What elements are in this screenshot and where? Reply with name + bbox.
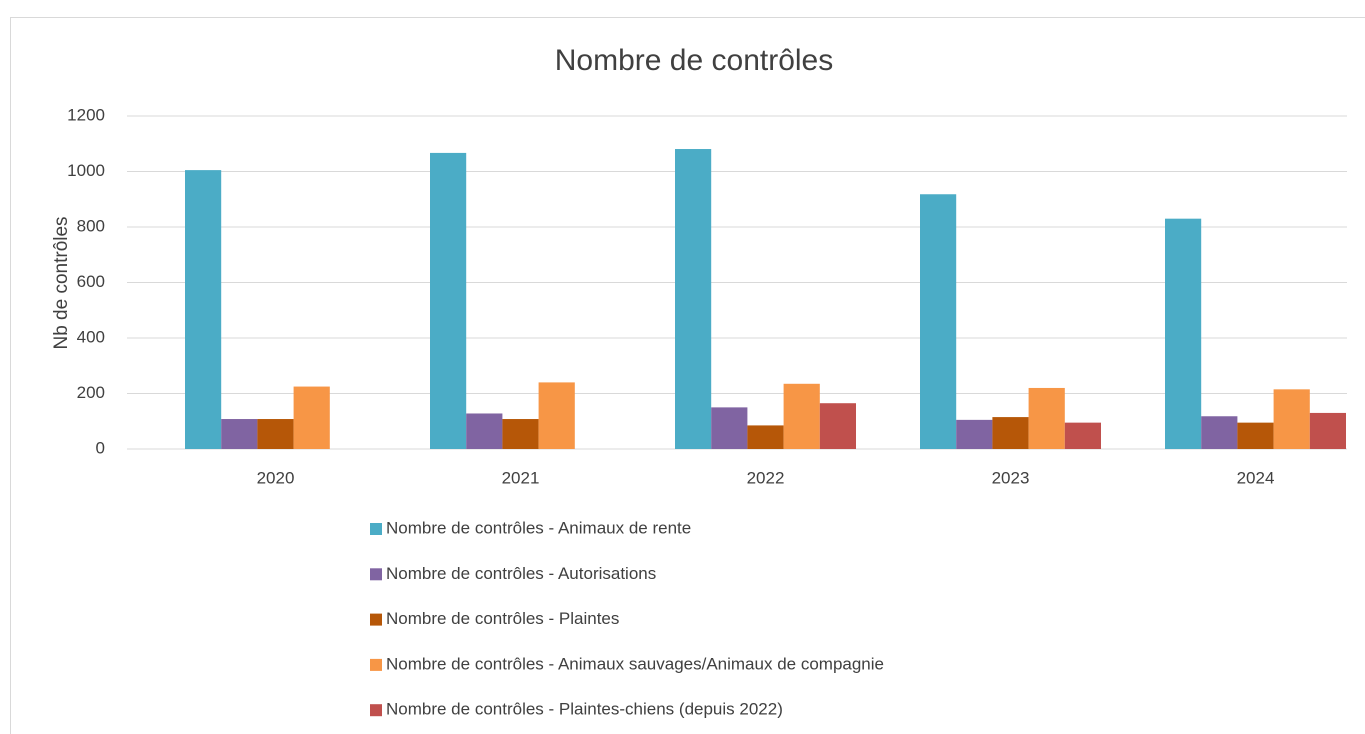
y-axis-label: Nb de contrôles	[51, 216, 72, 349]
legend-swatch	[370, 704, 382, 717]
bar	[1273, 389, 1310, 449]
bar	[675, 149, 712, 449]
x-tick-label: 2023	[992, 468, 1030, 487]
bar	[1064, 422, 1101, 449]
x-tick-label: 2021	[502, 468, 540, 487]
y-tick-label: 800	[77, 216, 105, 235]
chart-frame	[10, 17, 1365, 734]
y-tick-label: 400	[77, 327, 105, 346]
legend-label: Nombre de contrôles - Plaintes-chiens (d…	[386, 700, 783, 719]
bar	[466, 413, 503, 449]
legend-swatch	[370, 523, 382, 535]
x-tick-label: 2020	[257, 468, 295, 487]
bar	[711, 407, 748, 449]
bar	[1309, 412, 1346, 449]
bar	[257, 419, 294, 449]
legend-swatch	[370, 658, 382, 671]
bar	[920, 194, 957, 449]
x-tick-label: 2024	[1237, 468, 1275, 487]
bar	[1028, 387, 1065, 449]
legend-swatch	[370, 613, 382, 626]
y-tick-label: 1000	[67, 161, 105, 180]
bar	[819, 403, 856, 449]
bar	[293, 386, 330, 449]
bar	[538, 382, 575, 449]
bar	[1237, 422, 1274, 449]
chart-title: Nombre de contrôles	[555, 44, 833, 77]
bar	[185, 170, 222, 450]
y-tick-label: 200	[77, 383, 105, 402]
y-tick-label: 600	[77, 272, 105, 291]
bar	[430, 152, 467, 449]
bar	[502, 419, 539, 449]
bar	[747, 425, 784, 449]
x-tick-label: 2022	[747, 468, 785, 487]
y-tick-label: 0	[96, 438, 105, 457]
bar	[1201, 416, 1238, 449]
bar	[956, 419, 993, 449]
legend-label: Nombre de contrôles - Plaintes	[386, 609, 619, 628]
bar	[1165, 218, 1202, 449]
legend-swatch	[370, 568, 382, 581]
legend-label: Nombre de contrôles - Animaux de rente	[386, 518, 691, 537]
y-tick-label: 1200	[67, 105, 105, 124]
bar	[992, 417, 1029, 449]
bar	[783, 383, 820, 449]
legend-label: Nombre de contrôles - Animaux sauvages/A…	[386, 654, 884, 673]
legend-label: Nombre de contrôles - Autorisations	[386, 564, 656, 583]
bar	[221, 419, 258, 449]
